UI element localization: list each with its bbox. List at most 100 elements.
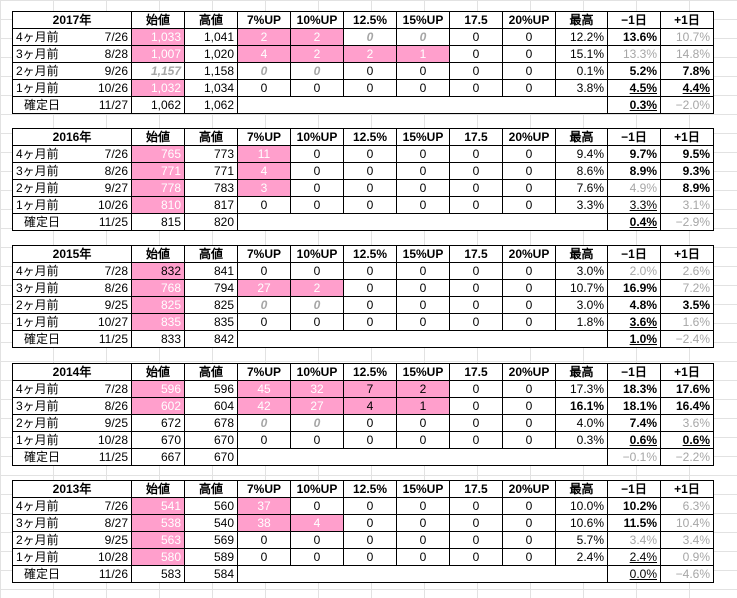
final-cell-high[interactable]: 842 <box>184 330 238 348</box>
column-header[interactable]: 最高 <box>555 128 608 146</box>
cell-high[interactable]: 771 <box>184 162 238 180</box>
cell-p1[interactable]: 2.6% <box>660 262 714 280</box>
column-header[interactable]: 7%UP <box>237 245 291 263</box>
cell-u125[interactable]: 0 <box>343 514 397 532</box>
column-header[interactable]: 10%UP <box>290 363 344 381</box>
final-label[interactable]: 確定日 11/25 <box>12 213 132 231</box>
column-header[interactable]: 15%UP <box>396 480 450 498</box>
cell-u15[interactable]: 0 <box>396 28 450 46</box>
cell-u125[interactable]: 2 <box>343 45 397 63</box>
cell-u20[interactable]: 0 <box>502 62 556 80</box>
cell-u175[interactable]: 0 <box>449 397 503 415</box>
cell-m1[interactable]: 18.1% <box>607 397 661 415</box>
column-header[interactable]: −1日 <box>607 245 661 263</box>
cell-m1[interactable]: 4.5% <box>607 79 661 97</box>
cell-max[interactable]: 12.2% <box>555 28 608 46</box>
cell-u10[interactable]: 0 <box>290 414 344 432</box>
cell-u20[interactable]: 0 <box>502 548 556 566</box>
cell-max[interactable]: 10.0% <box>555 497 608 515</box>
column-header[interactable]: 17.5 <box>449 363 503 381</box>
row-label[interactable]: 3ヶ月前 8/26 <box>12 397 132 415</box>
cell-u125[interactable]: 0 <box>343 62 397 80</box>
final-label[interactable]: 確定日 11/26 <box>12 565 132 583</box>
column-header[interactable]: +1日 <box>660 245 714 263</box>
column-header[interactable]: 始値 <box>131 11 185 29</box>
cell-high[interactable]: 670 <box>184 431 238 449</box>
cell-u125[interactable]: 0 <box>343 414 397 432</box>
cell-u20[interactable]: 0 <box>502 313 556 331</box>
cell-u15[interactable]: 0 <box>396 262 450 280</box>
cell-max[interactable]: 10.7% <box>555 279 608 297</box>
cell-m1[interactable]: 13.3% <box>607 45 661 63</box>
cell-high[interactable]: 569 <box>184 531 238 549</box>
cell-high[interactable]: 596 <box>184 380 238 398</box>
cell-u15[interactable]: 0 <box>396 431 450 449</box>
cell-high[interactable]: 589 <box>184 548 238 566</box>
cell-u10[interactable]: 4 <box>290 514 344 532</box>
final-label[interactable]: 確定日 11/27 <box>12 96 132 114</box>
cell-max[interactable]: 15.1% <box>555 45 608 63</box>
cell-max[interactable]: 1.8% <box>555 313 608 331</box>
row-label[interactable]: 2ヶ月前 9/25 <box>12 296 132 314</box>
final-cell-m1[interactable]: 0.3% <box>607 96 661 114</box>
cell-u20[interactable]: 0 <box>502 196 556 214</box>
final-cell-high[interactable]: 670 <box>184 448 238 466</box>
cell-max[interactable]: 0.1% <box>555 62 608 80</box>
cell-u10[interactable]: 0 <box>290 162 344 180</box>
cell-p1[interactable]: 16.4% <box>660 397 714 415</box>
cell-max[interactable]: 10.6% <box>555 514 608 532</box>
cell-u7[interactable]: 0 <box>237 79 291 97</box>
cell-m1[interactable]: 16.9% <box>607 279 661 297</box>
cell-m1[interactable]: 8.9% <box>607 162 661 180</box>
column-header[interactable]: 10%UP <box>290 480 344 498</box>
cell-open[interactable]: 538 <box>131 514 185 532</box>
cell-open[interactable]: 602 <box>131 397 185 415</box>
cell-u15[interactable]: 0 <box>396 145 450 163</box>
column-header[interactable]: +1日 <box>660 11 714 29</box>
cell-open[interactable]: 1,033 <box>131 28 185 46</box>
cell-u125[interactable]: 0 <box>343 179 397 197</box>
column-header[interactable]: +1日 <box>660 480 714 498</box>
row-label[interactable]: 2ヶ月前 9/25 <box>12 414 132 432</box>
cell-u15[interactable]: 2 <box>396 380 450 398</box>
cell-u20[interactable]: 0 <box>502 380 556 398</box>
row-label[interactable]: 2ヶ月前 9/27 <box>12 179 132 197</box>
final-cell-p1[interactable]: −2.0% <box>660 96 714 114</box>
final-cell-p1[interactable]: −4.6% <box>660 565 714 583</box>
column-header[interactable]: 高値 <box>184 128 238 146</box>
final-cell-open[interactable]: 1,062 <box>131 96 185 114</box>
column-header[interactable]: 20%UP <box>502 363 556 381</box>
cell-high[interactable]: 783 <box>184 179 238 197</box>
cell-u175[interactable]: 0 <box>449 313 503 331</box>
cell-max[interactable]: 3.0% <box>555 296 608 314</box>
column-header[interactable]: 7%UP <box>237 480 291 498</box>
cell-u175[interactable]: 0 <box>449 162 503 180</box>
row-label[interactable]: 1ヶ月前 10/28 <box>12 431 132 449</box>
cell-open[interactable]: 768 <box>131 279 185 297</box>
cell-p1[interactable]: 1.6% <box>660 313 714 331</box>
row-label[interactable]: 1ヶ月前 10/26 <box>12 196 132 214</box>
cell-u175[interactable]: 0 <box>449 179 503 197</box>
cell-u15[interactable]: 0 <box>396 414 450 432</box>
cell-p1[interactable]: 3.1% <box>660 196 714 214</box>
cell-u15[interactable]: 0 <box>396 179 450 197</box>
cell-high[interactable]: 817 <box>184 196 238 214</box>
cell-u7[interactable]: 38 <box>237 514 291 532</box>
cell-open[interactable]: 835 <box>131 313 185 331</box>
cell-u15[interactable]: 0 <box>396 162 450 180</box>
cell-u10[interactable]: 0 <box>290 145 344 163</box>
column-header[interactable]: 高値 <box>184 11 238 29</box>
column-header[interactable]: 10%UP <box>290 245 344 263</box>
cell-max[interactable]: 4.0% <box>555 414 608 432</box>
cell-m1[interactable]: 0.6% <box>607 431 661 449</box>
column-header[interactable]: −1日 <box>607 480 661 498</box>
cell-u20[interactable]: 0 <box>502 262 556 280</box>
cell-m1[interactable]: 2.0% <box>607 262 661 280</box>
cell-high[interactable]: 794 <box>184 279 238 297</box>
cell-u20[interactable]: 0 <box>502 28 556 46</box>
cell-m1[interactable]: 13.6% <box>607 28 661 46</box>
row-label[interactable]: 1ヶ月前 10/28 <box>12 548 132 566</box>
column-header[interactable]: 20%UP <box>502 245 556 263</box>
cell-u125[interactable]: 0 <box>343 296 397 314</box>
cell-u10[interactable]: 0 <box>290 179 344 197</box>
